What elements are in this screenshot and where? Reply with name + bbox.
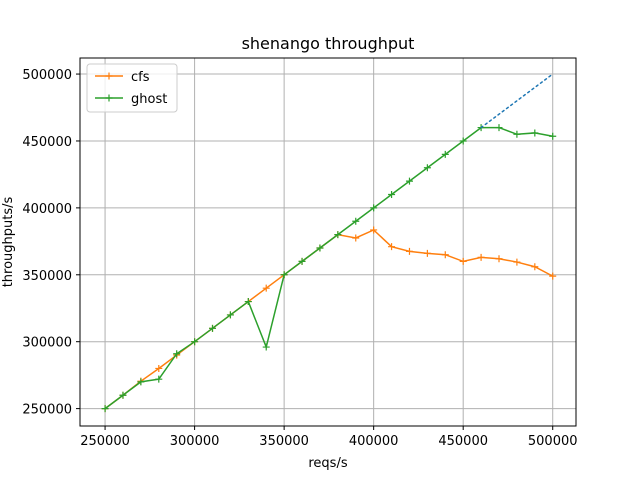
- x-tick-label: 350000: [259, 434, 309, 449]
- y-tick-label: 300000: [22, 336, 72, 351]
- data-point-ghost: [459, 137, 467, 145]
- data-point-ghost: [370, 204, 378, 212]
- data-point-cfs: [459, 257, 467, 265]
- legend-marker-ghost: [105, 94, 113, 102]
- legend-label-ghost: ghost: [131, 92, 167, 107]
- data-point-ghost: [549, 132, 557, 140]
- y-tick-label: 350000: [22, 269, 72, 284]
- data-point-cfs: [477, 253, 485, 261]
- series-line-series-2: [480, 73, 554, 129]
- data-point-cfs: [495, 255, 503, 263]
- data-point-cfs: [155, 364, 163, 372]
- x-tick-label: 450000: [438, 434, 488, 449]
- data-point-cfs: [262, 284, 270, 292]
- y-tick-label: 450000: [22, 135, 72, 150]
- data-point-ghost: [244, 298, 252, 306]
- legend-marker-cfs: [105, 72, 113, 80]
- data-point-ghost: [298, 257, 306, 265]
- series-line-cfs: [104, 229, 554, 410]
- data-point-cfs: [549, 272, 557, 280]
- data-point-ghost: [137, 378, 145, 386]
- data-point-cfs: [370, 226, 378, 234]
- ticks: 250000 300000 350000 400000 450000 500000 2500…: [22, 68, 577, 449]
- data-point-cfs: [388, 243, 396, 251]
- data-point-ghost: [495, 124, 503, 132]
- x-tick-label: 300000: [170, 434, 220, 449]
- data-point-ghost: [441, 150, 449, 158]
- data-point-ghost: [513, 130, 521, 138]
- data-point-ghost: [316, 244, 324, 252]
- x-tick-label: 250000: [80, 434, 130, 449]
- series-line-ghost: [104, 126, 553, 410]
- x-tick-label: 400000: [349, 434, 399, 449]
- data-point-cfs: [352, 234, 360, 242]
- series-layer: [101, 73, 557, 413]
- data-point-cfs: [531, 263, 539, 271]
- data-point-ghost: [352, 217, 360, 225]
- data-point-ghost: [209, 324, 217, 332]
- data-point-ghost: [423, 164, 431, 172]
- data-point-cfs: [405, 247, 413, 255]
- plot-frame: [79, 57, 577, 427]
- y-tick-label: 250000: [22, 403, 72, 418]
- data-point-ghost: [262, 343, 270, 351]
- y-tick-label: 500000: [22, 68, 72, 83]
- data-point-cfs: [423, 249, 431, 257]
- x-tick-label: 500000: [528, 434, 578, 449]
- y-tick-label: 400000: [22, 202, 72, 217]
- legend: cfs ghost: [86, 63, 178, 113]
- data-point-ghost: [119, 391, 127, 399]
- data-point-ghost: [226, 311, 234, 319]
- data-point-ghost: [388, 190, 396, 198]
- y-axis-label: throughputs/s: [1, 196, 16, 287]
- data-point-cfs: [513, 258, 521, 266]
- data-point-ghost: [191, 338, 199, 346]
- legend-label-cfs: cfs: [131, 70, 150, 85]
- data-point-ghost: [173, 350, 181, 358]
- data-point-ghost: [280, 271, 288, 279]
- data-point-ghost: [405, 177, 413, 185]
- chart-title: shenango throughput: [242, 34, 415, 53]
- data-point-ghost: [334, 231, 342, 239]
- data-point-ghost: [101, 405, 109, 413]
- data-point-ghost: [155, 375, 163, 383]
- x-axis-label: reqs/s: [308, 456, 347, 471]
- data-point-ghost: [531, 129, 539, 137]
- data-point-cfs: [441, 251, 449, 259]
